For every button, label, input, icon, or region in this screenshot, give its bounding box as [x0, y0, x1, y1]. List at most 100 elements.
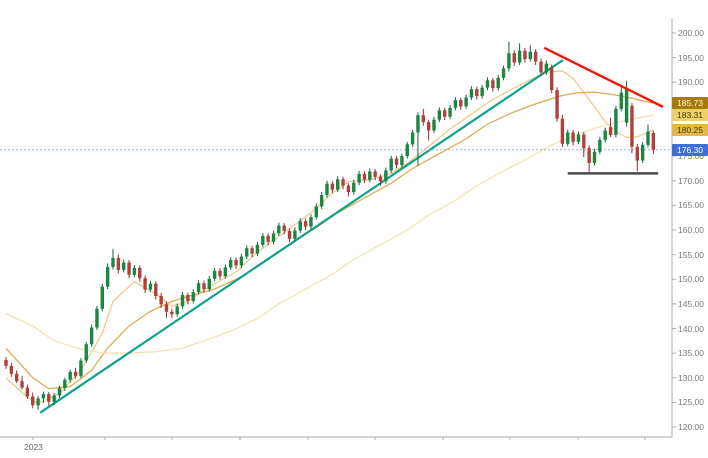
candle-down — [373, 171, 377, 177]
candle-down — [512, 53, 516, 63]
candle-down — [164, 304, 169, 312]
candle-up — [79, 360, 83, 377]
candle-down — [250, 248, 254, 254]
candle-up — [405, 144, 409, 157]
candle-up — [624, 88, 629, 123]
candle-up — [245, 248, 249, 257]
y-axis-tick-label: 135.00 — [678, 348, 704, 359]
candle-up — [41, 394, 46, 399]
candle-up — [453, 99, 458, 108]
y-axis-tick-label: 155.00 — [678, 249, 704, 260]
candle-up — [496, 77, 500, 89]
uptrend-line[interactable] — [39, 59, 564, 414]
candle-up — [89, 327, 94, 345]
candle-up — [336, 179, 340, 190]
y-axis-tick-label: 125.00 — [678, 397, 704, 408]
ma-slow-line — [5, 114, 654, 354]
candle-down — [266, 235, 270, 242]
candle-up — [416, 115, 420, 133]
candle-down — [159, 295, 163, 305]
candle-down — [651, 132, 656, 150]
candle-down — [550, 67, 554, 91]
candle-down — [25, 387, 30, 397]
candle-up — [544, 63, 549, 73]
candle-up — [63, 379, 67, 389]
candle-up — [501, 68, 506, 78]
y-axis-tick-label: 170.00 — [678, 175, 704, 186]
candle-up — [368, 171, 372, 180]
candle-down — [459, 99, 463, 107]
candle-up — [68, 371, 72, 380]
candle-down — [560, 118, 565, 144]
y-axis-tick-label: 175.00 — [678, 151, 704, 162]
candle-down — [523, 50, 527, 60]
candle-down — [116, 258, 121, 270]
candle-down — [362, 173, 367, 180]
candle-up — [619, 92, 623, 109]
candle-down — [4, 360, 8, 366]
candle-up — [52, 395, 56, 402]
candle-up — [384, 170, 388, 182]
candle-up — [239, 256, 244, 266]
candle-down — [378, 176, 383, 182]
candle-up — [598, 139, 602, 152]
candle-up — [223, 267, 228, 277]
downtrend-line[interactable] — [543, 46, 664, 108]
candle-up — [603, 130, 607, 140]
candle-down — [330, 183, 335, 190]
y-axis-tick-label: 195.00 — [678, 52, 704, 63]
candle-down — [426, 122, 431, 131]
ma-slow-price-label: 183.31 — [672, 109, 708, 122]
candle-up — [314, 206, 318, 218]
candle-up — [293, 230, 297, 239]
candle-up — [100, 286, 104, 309]
candle-down — [282, 225, 286, 231]
candle-down — [555, 90, 559, 119]
candle-up — [448, 107, 452, 117]
candle-down — [582, 134, 586, 149]
candle-up — [261, 235, 265, 245]
candle-down — [341, 179, 345, 186]
candle-down — [15, 373, 19, 382]
candle-up — [517, 50, 522, 63]
candle-up — [196, 283, 201, 293]
x-axis-year-label: 2023 — [24, 442, 43, 452]
candle-up — [271, 233, 276, 242]
candle-down — [608, 127, 613, 135]
candle-down — [303, 221, 308, 227]
candle-up — [469, 89, 474, 98]
candle-up — [95, 308, 99, 328]
y-axis-tick-label: 130.00 — [678, 372, 704, 383]
candle-up — [432, 119, 436, 131]
candle-up — [357, 173, 361, 183]
candle-up — [148, 283, 153, 290]
y-axis-tick-label: 150.00 — [678, 274, 704, 285]
candle-down — [346, 185, 351, 193]
candle-down — [475, 89, 479, 97]
candle-down — [138, 267, 142, 279]
candle-down — [635, 146, 639, 161]
ma-mid-line — [5, 91, 654, 390]
candle-up — [111, 258, 115, 267]
candle-down — [31, 396, 35, 406]
candle-up — [464, 97, 468, 107]
candle-down — [394, 158, 399, 165]
candle-up — [122, 262, 126, 270]
y-axis-tick-label: 190.00 — [678, 77, 704, 88]
candle-down — [587, 148, 591, 164]
candle-down — [20, 381, 24, 388]
candle-up — [180, 295, 185, 307]
ma-fast-price-label: 180.25 — [672, 124, 708, 137]
candle-down — [154, 283, 158, 296]
y-axis-tick-label: 200.00 — [678, 28, 704, 38]
candle-down — [73, 371, 78, 377]
y-axis-tick-label: 165.00 — [678, 200, 704, 211]
candle-up — [485, 80, 490, 88]
candle-down — [170, 311, 174, 315]
last-price-label: 176.30 — [672, 143, 708, 156]
candle-up — [207, 278, 211, 290]
candle-up — [640, 144, 645, 161]
candle-up — [437, 110, 442, 120]
candle-up — [592, 151, 597, 164]
